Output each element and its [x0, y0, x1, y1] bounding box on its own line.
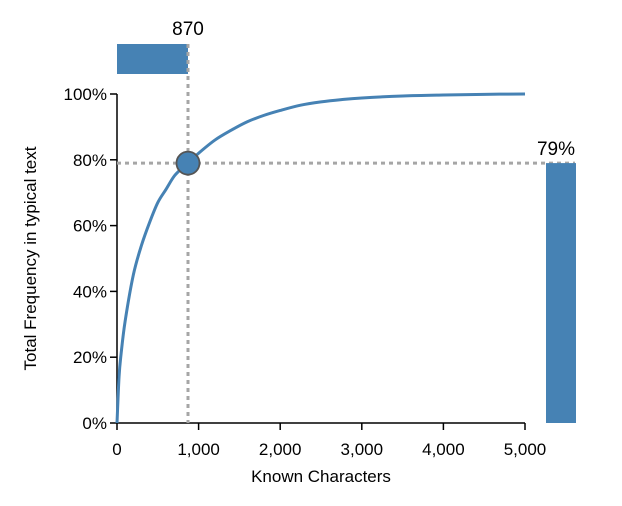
y-axis-title: Total Frequency in typical text: [21, 146, 40, 370]
y-tick-label: 20%: [73, 348, 107, 367]
x-tick-label: 0: [112, 440, 121, 459]
guide-lines: [117, 44, 575, 423]
readouts: 870 79%: [172, 19, 575, 160]
coverage-readout: 79%: [537, 139, 575, 160]
coverage-bar: [546, 163, 576, 423]
selection-handle[interactable]: [175, 150, 201, 176]
coverage-bar-group: [546, 163, 576, 423]
x-axis-title: Known Characters: [251, 467, 391, 486]
y-tick-label: 60%: [73, 217, 107, 236]
plot-area: [115, 92, 526, 424]
x-tick-label: 2,000: [259, 440, 302, 459]
known-characters-bar[interactable]: [117, 44, 188, 74]
axes: 0% 20% 40% 60% 80% 100% 0 1,000 2,000 3,000 4,000 5…: [64, 85, 547, 459]
x-tick-label: 1,000: [177, 440, 220, 459]
y-tick-label: 0%: [82, 414, 107, 433]
y-tick-label: 80%: [73, 151, 107, 170]
x-tick-label: 4,000: [422, 440, 465, 459]
coverage-curve: [115, 92, 526, 424]
known-characters-readout: 870: [172, 19, 204, 40]
x-tick-label: 5,000: [504, 440, 547, 459]
x-tick-label: 3,000: [341, 440, 384, 459]
y-tick-label: 100%: [64, 85, 107, 104]
y-tick-label: 40%: [73, 282, 107, 301]
axis-titles: Known Characters Total Frequency in typi…: [21, 146, 391, 486]
known-characters-control[interactable]: [117, 44, 188, 74]
